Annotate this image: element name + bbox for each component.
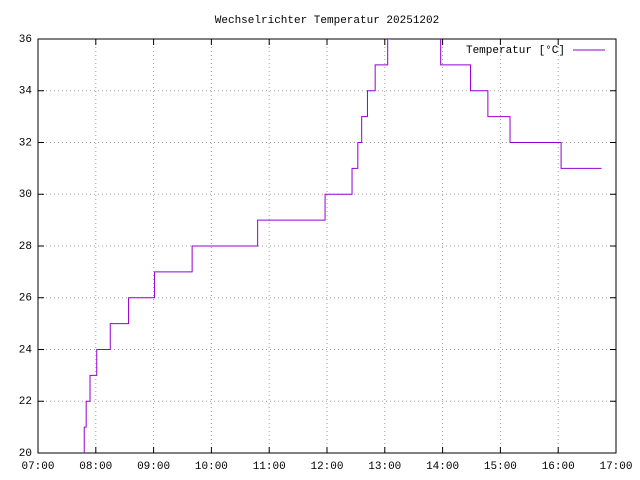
plot-area bbox=[83, 39, 602, 453]
y-tick-label: 26 bbox=[19, 293, 32, 305]
x-tick-label: 16:00 bbox=[542, 461, 575, 473]
y-tick-label: 28 bbox=[19, 241, 32, 253]
y-tick-label: 36 bbox=[19, 34, 32, 46]
x-tick-label: 15:00 bbox=[484, 461, 517, 473]
y-tick-label: 24 bbox=[19, 344, 33, 356]
x-tick-label: 09:00 bbox=[137, 461, 170, 473]
x-tick-label: 12:00 bbox=[310, 461, 343, 473]
y-tick-label: 32 bbox=[19, 137, 32, 149]
data-line bbox=[83, 39, 602, 453]
x-tick-label: 10:00 bbox=[195, 461, 228, 473]
y-tick-label: 22 bbox=[19, 396, 32, 408]
plot-border bbox=[37, 38, 617, 454]
y-tick-label: 34 bbox=[19, 86, 33, 98]
x-tick-label: 08:00 bbox=[79, 461, 112, 473]
x-tick-label: 11:00 bbox=[253, 461, 286, 473]
x-tick-label: 17:00 bbox=[599, 461, 632, 473]
x-tick-label: 07:00 bbox=[21, 461, 54, 473]
x-tick-label: 14:00 bbox=[426, 461, 459, 473]
x-tick-label: 13:00 bbox=[368, 461, 401, 473]
legend-label: Temperatur [°C] bbox=[466, 45, 565, 57]
y-tick-label: 30 bbox=[19, 189, 32, 201]
chart-title: Wechselrichter Temperatur 20251202 bbox=[215, 15, 439, 27]
y-tick-label: 20 bbox=[19, 448, 32, 460]
